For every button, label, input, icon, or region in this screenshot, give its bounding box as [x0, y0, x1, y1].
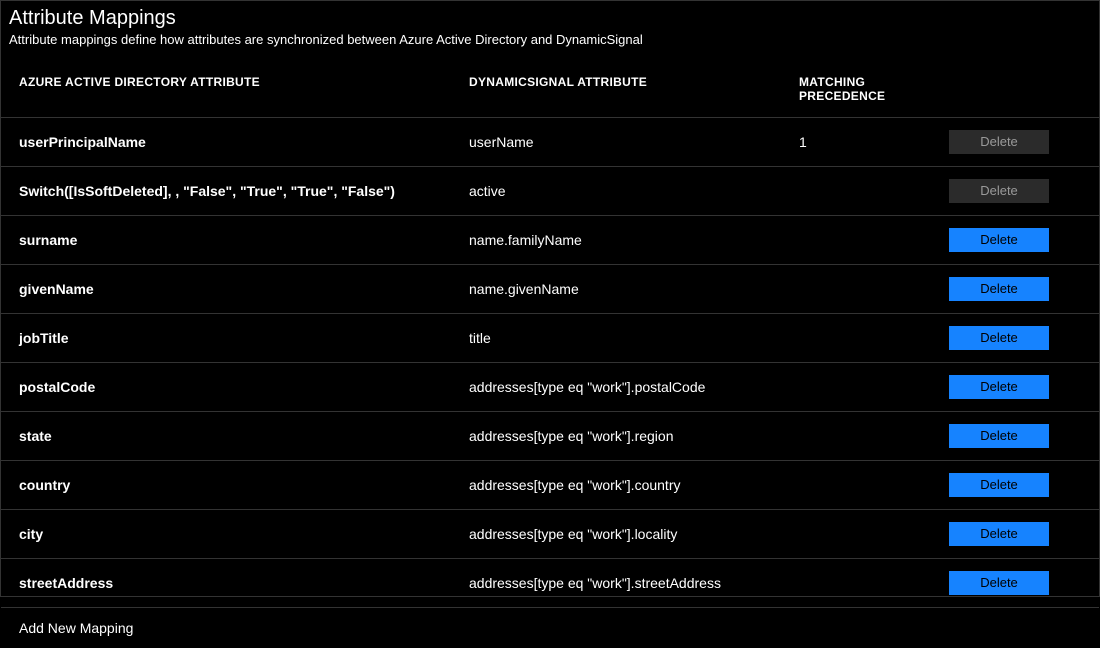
column-header-actions — [949, 75, 1091, 103]
aad-attribute-cell: state — [19, 428, 469, 444]
table-row[interactable]: jobTitletitle Delete — [1, 313, 1099, 362]
ds-attribute-cell: addresses[type eq "work"].postalCode — [469, 379, 799, 395]
table-row[interactable]: postalCodeaddresses[type eq "work"].post… — [1, 362, 1099, 411]
action-cell: Delete — [949, 179, 1091, 203]
table-footer-row: Add New Mapping — [1, 607, 1099, 648]
delete-button: Delete — [949, 130, 1049, 154]
aad-attribute-cell: givenName — [19, 281, 469, 297]
delete-button[interactable]: Delete — [949, 326, 1049, 350]
ds-attribute-cell: userName — [469, 134, 799, 150]
ds-attribute-cell: active — [469, 183, 799, 199]
aad-attribute-cell: streetAddress — [19, 575, 469, 591]
page-title: Attribute Mappings — [9, 7, 1091, 30]
aad-attribute-cell: postalCode — [19, 379, 469, 395]
page-subtitle: Attribute mappings define how attributes… — [9, 32, 1091, 47]
ds-attribute-cell: title — [469, 330, 799, 346]
aad-attribute-cell: jobTitle — [19, 330, 469, 346]
matching-precedence-cell: 1 — [799, 134, 949, 150]
action-cell: Delete — [949, 473, 1091, 497]
delete-button[interactable]: Delete — [949, 473, 1049, 497]
column-header-aad: AZURE ACTIVE DIRECTORY ATTRIBUTE — [19, 75, 469, 103]
action-cell: Delete — [949, 424, 1091, 448]
table-row[interactable]: surnamename.familyName Delete — [1, 215, 1099, 264]
action-cell: Delete — [949, 130, 1091, 154]
delete-button[interactable]: Delete — [949, 375, 1049, 399]
column-header-mp: MATCHING PRECEDENCE — [799, 75, 949, 103]
table-body: userPrincipalNameuserName1DeleteSwitch([… — [1, 117, 1099, 607]
delete-button[interactable]: Delete — [949, 424, 1049, 448]
ds-attribute-cell: name.givenName — [469, 281, 799, 297]
aad-attribute-cell: city — [19, 526, 469, 542]
delete-button[interactable]: Delete — [949, 228, 1049, 252]
page-header: Attribute Mappings Attribute mappings de… — [1, 1, 1099, 57]
aad-attribute-cell: Switch([IsSoftDeleted], , "False", "True… — [19, 183, 469, 199]
action-cell: Delete — [949, 277, 1091, 301]
ds-attribute-cell: addresses[type eq "work"].region — [469, 428, 799, 444]
column-header-ds: DYNAMICSIGNAL ATTRIBUTE — [469, 75, 799, 103]
action-cell: Delete — [949, 326, 1091, 350]
action-cell: Delete — [949, 228, 1091, 252]
aad-attribute-cell: surname — [19, 232, 469, 248]
table-row[interactable]: givenNamename.givenName Delete — [1, 264, 1099, 313]
ds-attribute-cell: addresses[type eq "work"].country — [469, 477, 799, 493]
add-new-mapping-link[interactable]: Add New Mapping — [19, 620, 133, 636]
ds-attribute-cell: addresses[type eq "work"].locality — [469, 526, 799, 542]
action-cell: Delete — [949, 571, 1091, 595]
aad-attribute-cell: userPrincipalName — [19, 134, 469, 150]
action-cell: Delete — [949, 522, 1091, 546]
table-header-row: AZURE ACTIVE DIRECTORY ATTRIBUTE DYNAMIC… — [1, 57, 1099, 117]
delete-button[interactable]: Delete — [949, 277, 1049, 301]
table-row[interactable]: countryaddresses[type eq "work"].country… — [1, 460, 1099, 509]
table-row[interactable]: cityaddresses[type eq "work"].locality De… — [1, 509, 1099, 558]
ds-attribute-cell: addresses[type eq "work"].streetAddress — [469, 575, 799, 591]
table-row[interactable]: Switch([IsSoftDeleted], , "False", "True… — [1, 166, 1099, 215]
action-cell: Delete — [949, 375, 1091, 399]
delete-button[interactable]: Delete — [949, 522, 1049, 546]
delete-button[interactable]: Delete — [949, 571, 1049, 595]
table-row[interactable]: userPrincipalNameuserName1Delete — [1, 117, 1099, 166]
aad-attribute-cell: country — [19, 477, 469, 493]
attribute-mappings-table: AZURE ACTIVE DIRECTORY ATTRIBUTE DYNAMIC… — [1, 57, 1099, 648]
table-row[interactable]: streetAddressaddresses[type eq "work"].s… — [1, 558, 1099, 607]
ds-attribute-cell: name.familyName — [469, 232, 799, 248]
delete-button: Delete — [949, 179, 1049, 203]
table-row[interactable]: stateaddresses[type eq "work"].region Del… — [1, 411, 1099, 460]
